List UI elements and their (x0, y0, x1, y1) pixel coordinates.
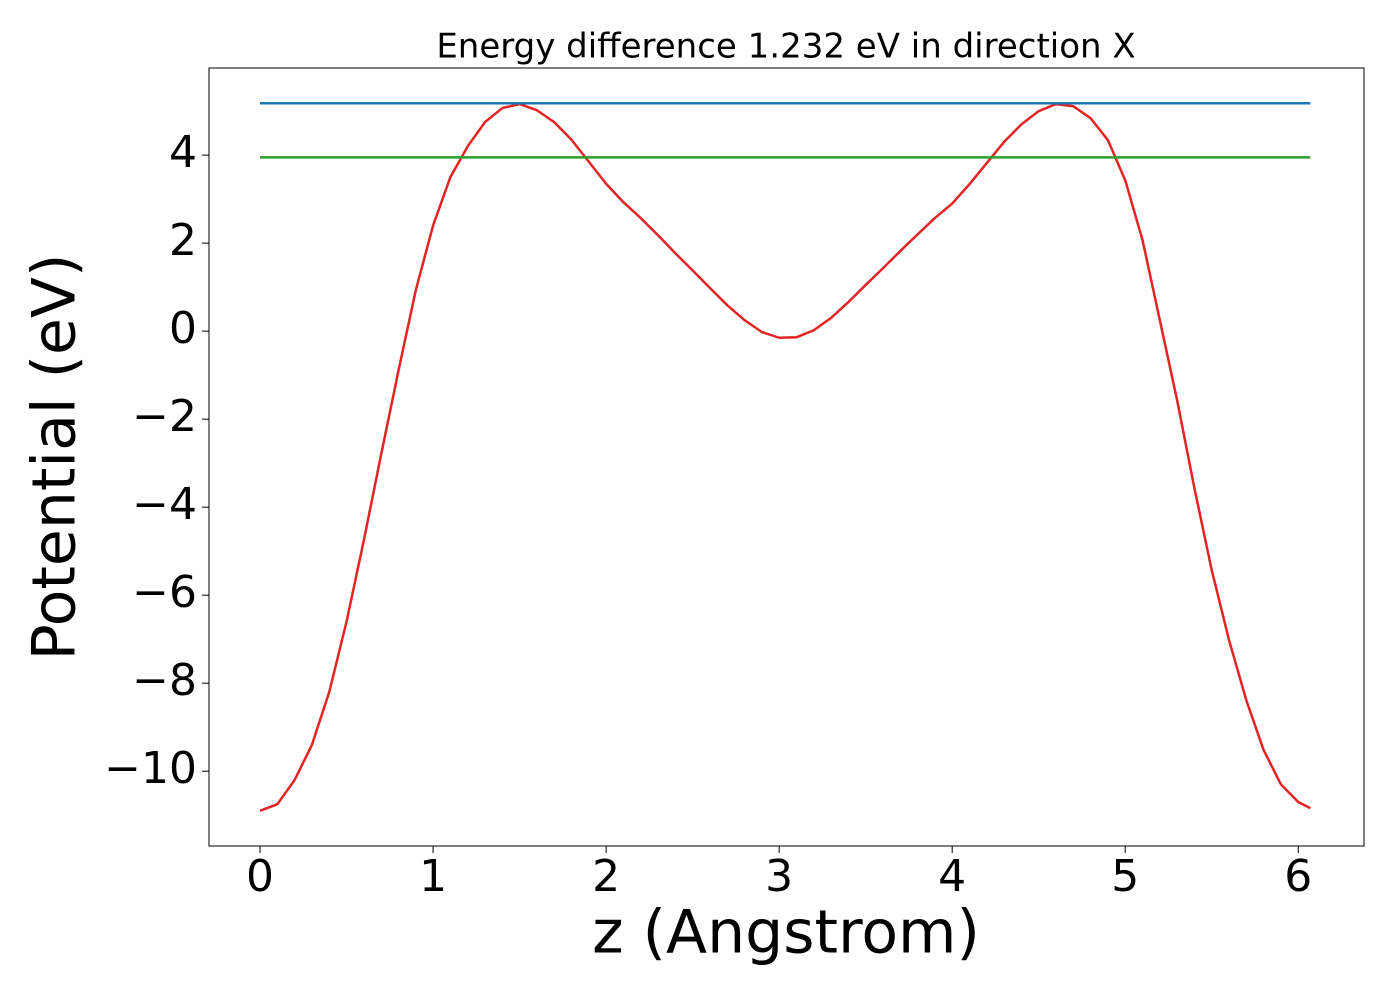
y-tick-label: −4 (132, 479, 197, 530)
y-tick-label: 2 (169, 215, 197, 266)
x-tick-label: 3 (765, 851, 793, 902)
y-tick-label: 0 (169, 303, 197, 354)
y-tick-label: −6 (132, 567, 197, 618)
x-axis-label: z (Angstrom) (592, 898, 980, 968)
y-tick-label: −2 (132, 391, 197, 442)
y-axis-label: Potential (eV) (20, 254, 90, 661)
x-tick-label: 2 (592, 851, 620, 902)
plot-frame (208, 67, 1365, 847)
y-tick-label: 4 (169, 127, 197, 178)
series-line (259, 102, 1311, 812)
x-tick-label: 6 (1284, 851, 1312, 902)
y-tick-label: −10 (104, 743, 197, 794)
x-tick-label: 4 (938, 851, 966, 902)
x-tick-label: 0 (246, 851, 274, 902)
x-tick-label: 1 (419, 851, 447, 902)
x-tick-label: 5 (1111, 851, 1139, 902)
y-tick-label: −8 (132, 655, 197, 706)
chart-title: Energy difference 1.232 eV in direction … (436, 27, 1135, 67)
